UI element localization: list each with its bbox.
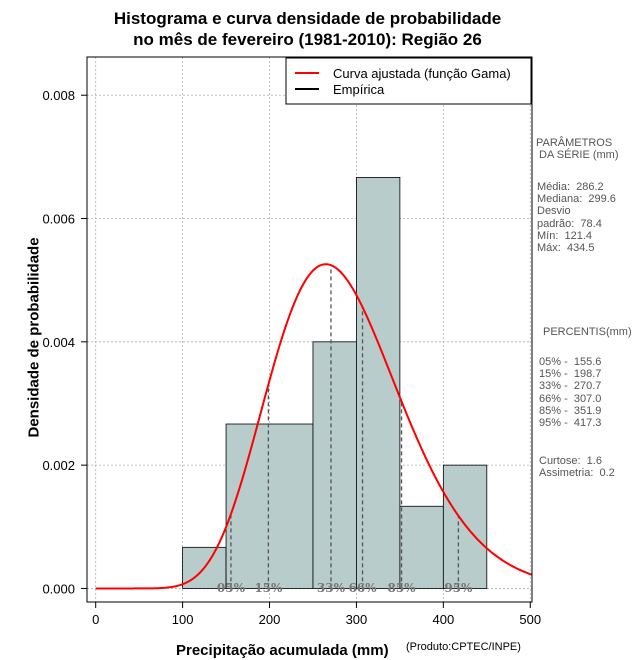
y-axis-label: Densidade de probabilidade [25, 237, 43, 438]
percentile-label: 85% [387, 581, 416, 595]
params-text: Média: 286.2 Mediana: 299.6 Desvio padrã… [537, 181, 616, 255]
axes: 0 100 200 300 400 500 0.000 0.002 0.004 0.006 0.00… [42, 56, 541, 627]
percentis-title: PERCENTIS(mm) [543, 326, 632, 338]
legend-label: Curva ajustada (função Gama) [333, 66, 511, 81]
gamma-curve [95, 263, 533, 590]
percentile-label: 66% [348, 581, 377, 595]
params-title: PARÂMETROS DA SÉRIE (mm) [536, 137, 619, 162]
percentile-label: 15% [254, 581, 283, 595]
histogram-bars [182, 177, 488, 589]
y-tick-label: 0.002 [42, 458, 75, 473]
x-tick-label: 400 [432, 612, 454, 627]
histogram-bar [225, 423, 314, 589]
histogram-bar [312, 341, 357, 589]
x-tick-label: 500 [519, 612, 541, 627]
histogram-bar [442, 464, 488, 589]
histogram-bar [356, 177, 401, 589]
x-tick-label: 300 [346, 612, 368, 627]
percentile-lines: 05% 15% 33% 66% 85% 95% [217, 265, 473, 595]
plot-frame [86, 56, 533, 603]
stats-text: Curtose: 1.6 Assimetria: 0.2 [539, 455, 615, 480]
fitted-curve [95, 263, 533, 590]
legend-label: Empírica [333, 82, 385, 97]
x-tick-label: 200 [259, 612, 281, 627]
percentile-label: 95% [444, 581, 473, 595]
y-tick-label: 0.004 [42, 335, 75, 350]
histogram-bar [399, 505, 444, 589]
x-tick-label: 0 [92, 612, 99, 627]
chart-title-line2: no mês de fevereiro (1981-2010): Região … [133, 30, 482, 49]
y-tick-label: 0.008 [42, 88, 75, 103]
x-axis-label: Precipitação acumulada (mm) [176, 642, 389, 659]
percentile-label: 05% [217, 581, 246, 595]
chart-title-line1: Histograma e curva densidade de probabil… [113, 9, 502, 28]
product-credit: (Produto:CPTEC/INPE) [406, 641, 521, 653]
legend: Curva ajustada (função Gama)Empírica [285, 57, 532, 105]
percentis-text: 05% - 155.6 15% - 198.7 33% - 270.7 66% … [539, 356, 602, 430]
percentile-label: 33% [317, 581, 346, 595]
x-tick-label: 100 [172, 612, 194, 627]
y-tick-label: 0.000 [42, 581, 75, 596]
y-tick-label: 0.006 [42, 212, 75, 227]
legend-box [285, 57, 532, 105]
